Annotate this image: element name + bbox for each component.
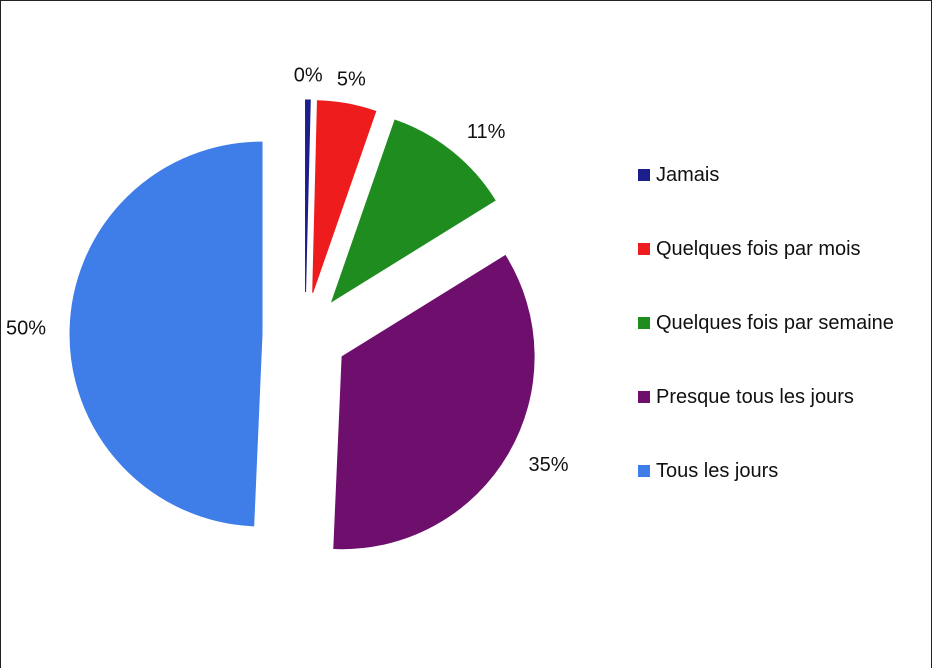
legend-swatch [638,317,650,329]
legend-item: Presque tous les jours [636,382,926,456]
legend-item: Jamais [636,160,926,234]
data-label: 11% [467,121,506,143]
legend-item: Quelques fois par mois [636,234,926,308]
pie-slice [330,119,496,303]
legend-label: Jamais [656,164,720,186]
pie-slice [333,254,535,550]
legend-swatch [638,465,650,477]
pie-slice [305,99,311,293]
data-label: 50% [6,318,46,340]
legend-label: Quelques fois par semaine [656,312,894,334]
data-label: 0% [294,64,323,86]
legend-swatch [638,391,650,403]
legend-item: Quelques fois par semaine [636,308,926,382]
pie-slice [312,100,377,293]
legend-label: Presque tous les jours [656,386,854,408]
legend-item: Tous les jours [636,456,926,530]
data-label: 5% [337,68,366,90]
legend-label: Quelques fois par mois [656,238,861,260]
pie-slice [69,141,263,527]
legend-swatch [638,243,650,255]
data-label: 35% [528,454,568,476]
legend: Jamais Quelques fois par mois Quelques foi… [636,160,926,530]
legend-label: Tous les jours [656,460,779,482]
legend-swatch [638,169,650,181]
